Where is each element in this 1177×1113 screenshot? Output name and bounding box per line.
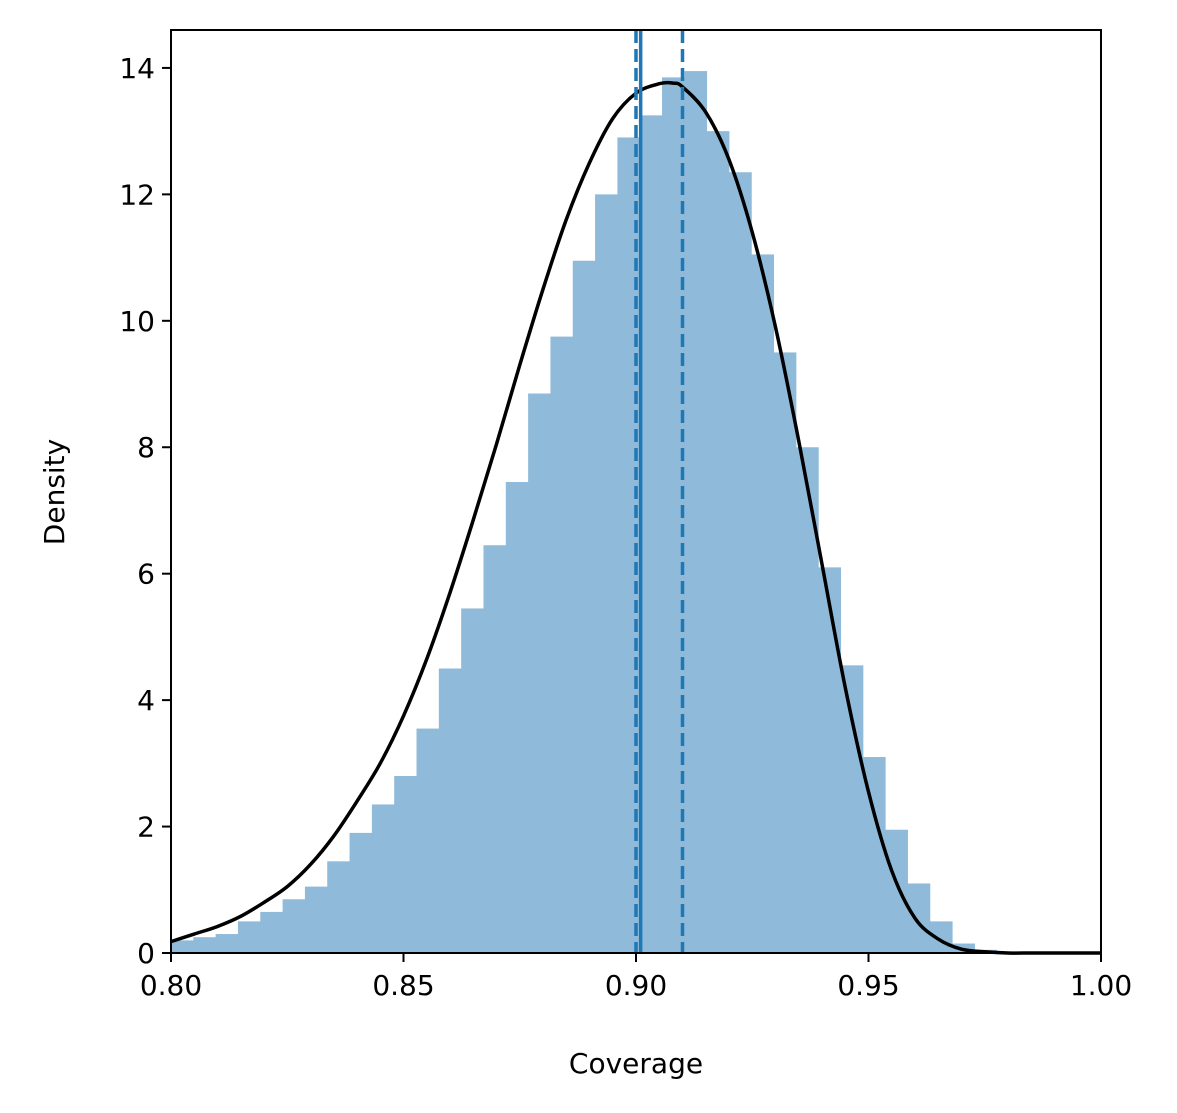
y-axis-label: Density: [38, 439, 71, 545]
x-tick-label: 0.90: [605, 969, 667, 1002]
reference-lines: [634, 30, 685, 953]
histogram-bar: [572, 260, 596, 953]
x-tick-label: 0.85: [372, 969, 434, 1002]
y-tick-label: 8: [137, 431, 155, 464]
histogram-bars: [171, 71, 1020, 954]
density-curve: [170, 80, 1101, 955]
x-axis-ticks: 0.80 0.85 0.90 0.95 1.00: [140, 953, 1132, 1002]
histogram-bar: [550, 336, 574, 953]
histogram-bar: [818, 567, 841, 953]
histogram-bar: [371, 804, 395, 953]
histogram-bar: [639, 115, 663, 954]
histogram-bar: [505, 482, 529, 953]
x-tick-label: 0.95: [837, 969, 899, 1002]
histogram-bar: [840, 665, 864, 953]
histogram-bar: [773, 352, 797, 953]
histogram-bar: [751, 254, 775, 953]
histogram-bar: [595, 194, 618, 953]
histogram-bar: [729, 172, 752, 954]
y-tick-label: 2: [137, 811, 155, 844]
histogram-bar: [237, 921, 261, 953]
histogram-bar: [215, 934, 239, 953]
y-tick-label: 0: [137, 937, 155, 970]
histogram-bar: [171, 940, 194, 953]
x-tick-label: 0.80: [140, 969, 202, 1002]
histogram-bar: [394, 775, 417, 953]
histogram-bar: [885, 829, 908, 953]
histogram-bar: [327, 861, 350, 953]
x-axis-label: Coverage: [569, 1047, 703, 1080]
y-tick-label: 10: [119, 305, 155, 338]
histogram-bar: [416, 728, 440, 953]
histogram-bar: [862, 757, 886, 953]
histogram-bar: [706, 131, 730, 953]
y-tick-label: 6: [137, 558, 155, 591]
x-tick-label: 1.00: [1070, 969, 1132, 1002]
histogram-bar: [907, 883, 931, 953]
histogram-bar: [795, 447, 819, 953]
histogram-bar: [349, 832, 373, 953]
histogram-bar: [438, 668, 462, 953]
histogram-bar: [461, 608, 484, 953]
histogram-bar: [193, 937, 217, 953]
histogram-bar: [304, 886, 328, 953]
y-tick-label: 12: [119, 178, 155, 211]
histogram-bar: [483, 545, 507, 953]
histogram-bar: [528, 393, 551, 953]
histogram-bar: [260, 911, 283, 953]
y-axis-ticks: 0 2 4 6 8 10 12 14: [119, 52, 171, 970]
histogram-bar: [662, 77, 685, 953]
histogram-bar: [282, 899, 306, 953]
y-tick-label: 14: [119, 52, 155, 85]
y-tick-label: 4: [137, 684, 155, 717]
histogram-bar: [684, 71, 708, 954]
density-curve-layer: [170, 80, 1101, 955]
